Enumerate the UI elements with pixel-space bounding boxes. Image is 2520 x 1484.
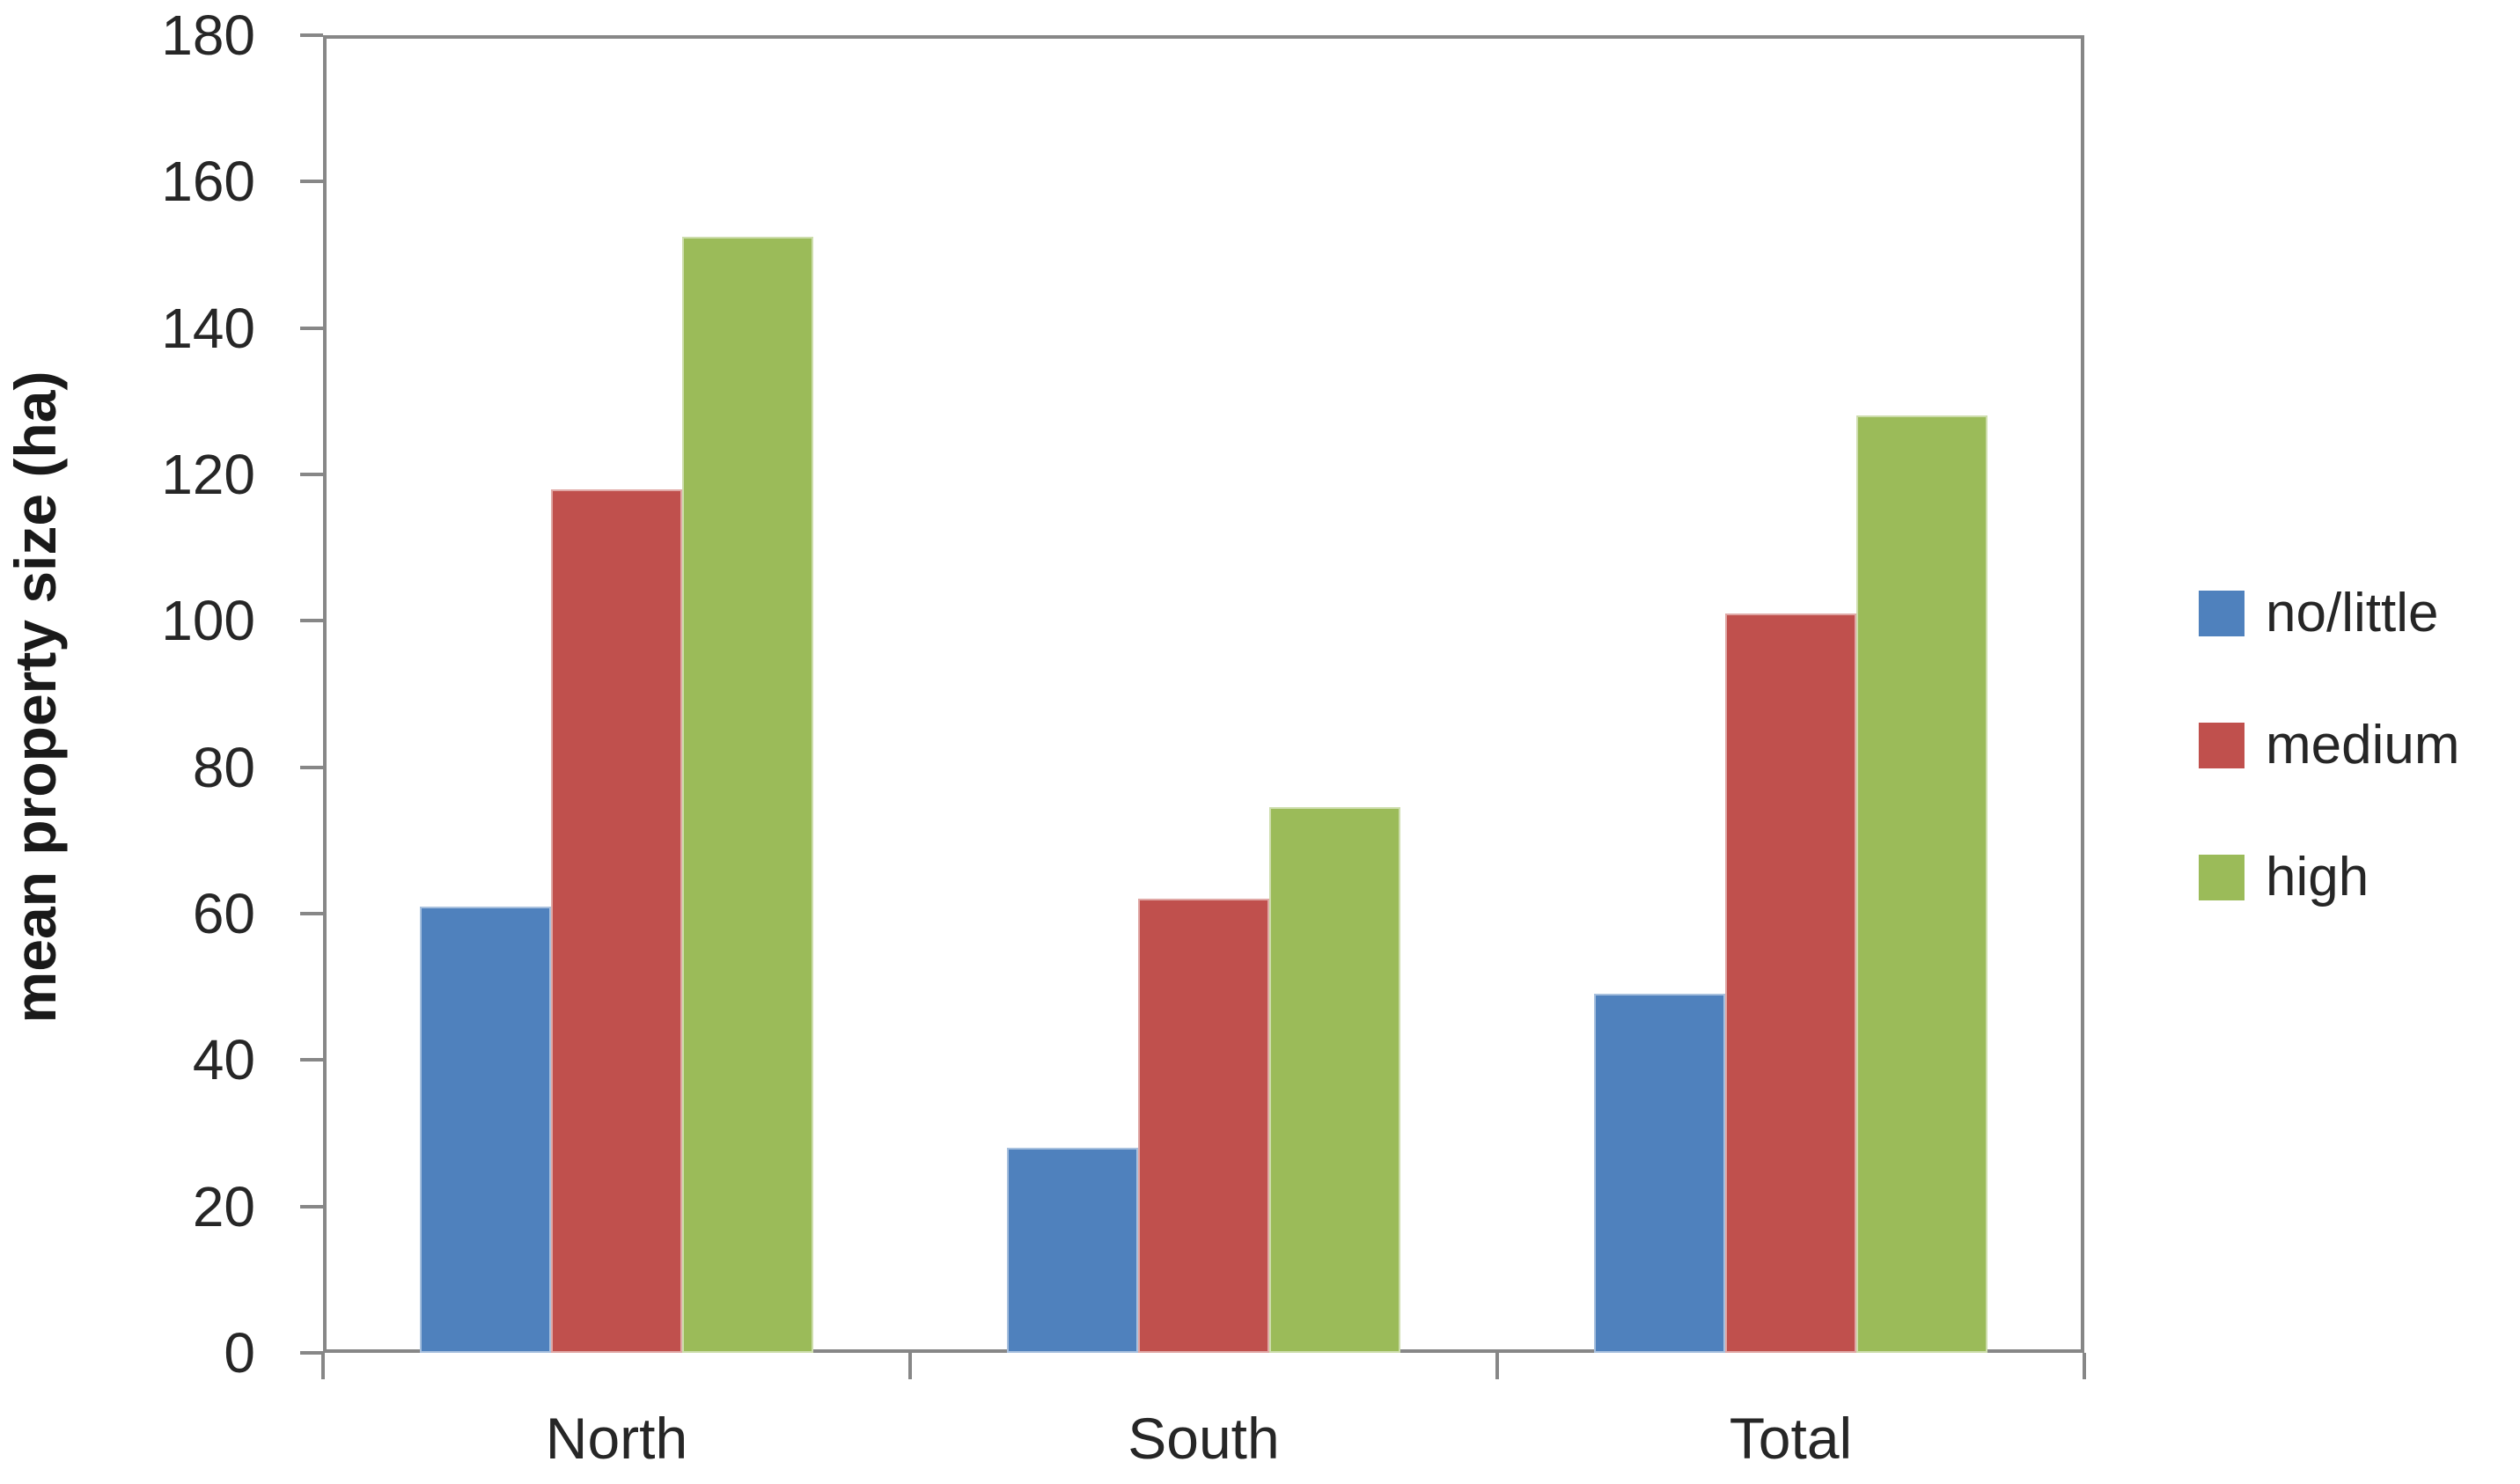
bar-total-medium bbox=[1725, 613, 1856, 1353]
y-axis-tick-label: 160 bbox=[161, 150, 255, 214]
bar-south-high bbox=[1268, 807, 1400, 1353]
y-axis-tick-label: 20 bbox=[192, 1174, 255, 1238]
legend-label: high bbox=[2266, 847, 2369, 907]
category-label: Total bbox=[1729, 1406, 1853, 1471]
y-axis-tick bbox=[300, 1058, 323, 1062]
y-axis-tick-label: 80 bbox=[192, 735, 255, 799]
legend-item-medium: medium bbox=[2199, 718, 2460, 773]
y-axis-tick-label: 120 bbox=[161, 443, 255, 506]
category-label: South bbox=[1128, 1406, 1280, 1471]
bar-north-no-little bbox=[420, 906, 552, 1353]
y-axis-tick bbox=[300, 180, 323, 184]
bar-north-medium bbox=[551, 489, 682, 1353]
legend-item-high: high bbox=[2199, 850, 2460, 905]
legend-swatch bbox=[2199, 591, 2244, 636]
y-axis-tick bbox=[300, 912, 323, 915]
y-axis-tick bbox=[300, 765, 323, 769]
y-axis-tick-label: 100 bbox=[161, 589, 255, 653]
legend-swatch bbox=[2199, 723, 2244, 768]
y-axis-tick bbox=[300, 1204, 323, 1209]
legend-item-no-little: no/little bbox=[2199, 586, 2460, 641]
y-axis-tick bbox=[300, 619, 323, 623]
category-label: North bbox=[545, 1406, 688, 1471]
y-axis-tick-label: 60 bbox=[192, 882, 255, 945]
y-axis-tick bbox=[300, 326, 323, 330]
legend-swatch bbox=[2199, 855, 2244, 900]
x-axis-tick bbox=[321, 1353, 325, 1379]
bar-total-high bbox=[1855, 415, 1987, 1353]
y-axis-tick-label: 140 bbox=[161, 296, 255, 360]
y-axis-tick-label: 0 bbox=[224, 1321, 255, 1385]
x-axis-tick bbox=[1495, 1353, 1499, 1379]
x-axis-tick bbox=[2083, 1353, 2086, 1379]
bar-south-medium bbox=[1138, 899, 1269, 1353]
y-axis-tick bbox=[300, 33, 323, 37]
legend-label: no/little bbox=[2266, 583, 2439, 643]
legend: no/little medium high bbox=[2199, 586, 2460, 987]
y-axis-tick bbox=[300, 1351, 323, 1355]
y-axis-tick-label: 40 bbox=[192, 1028, 255, 1092]
bar-north-high bbox=[681, 236, 813, 1353]
legend-label: medium bbox=[2266, 715, 2460, 775]
y-axis-tick-label: 180 bbox=[161, 4, 255, 67]
y-axis-tick bbox=[300, 473, 323, 476]
x-axis-tick bbox=[908, 1353, 912, 1379]
bar-total-no-little bbox=[1594, 994, 1726, 1353]
y-axis-title: mean property size (ha) bbox=[3, 371, 68, 1024]
bar-south-no-little bbox=[1007, 1148, 1139, 1353]
